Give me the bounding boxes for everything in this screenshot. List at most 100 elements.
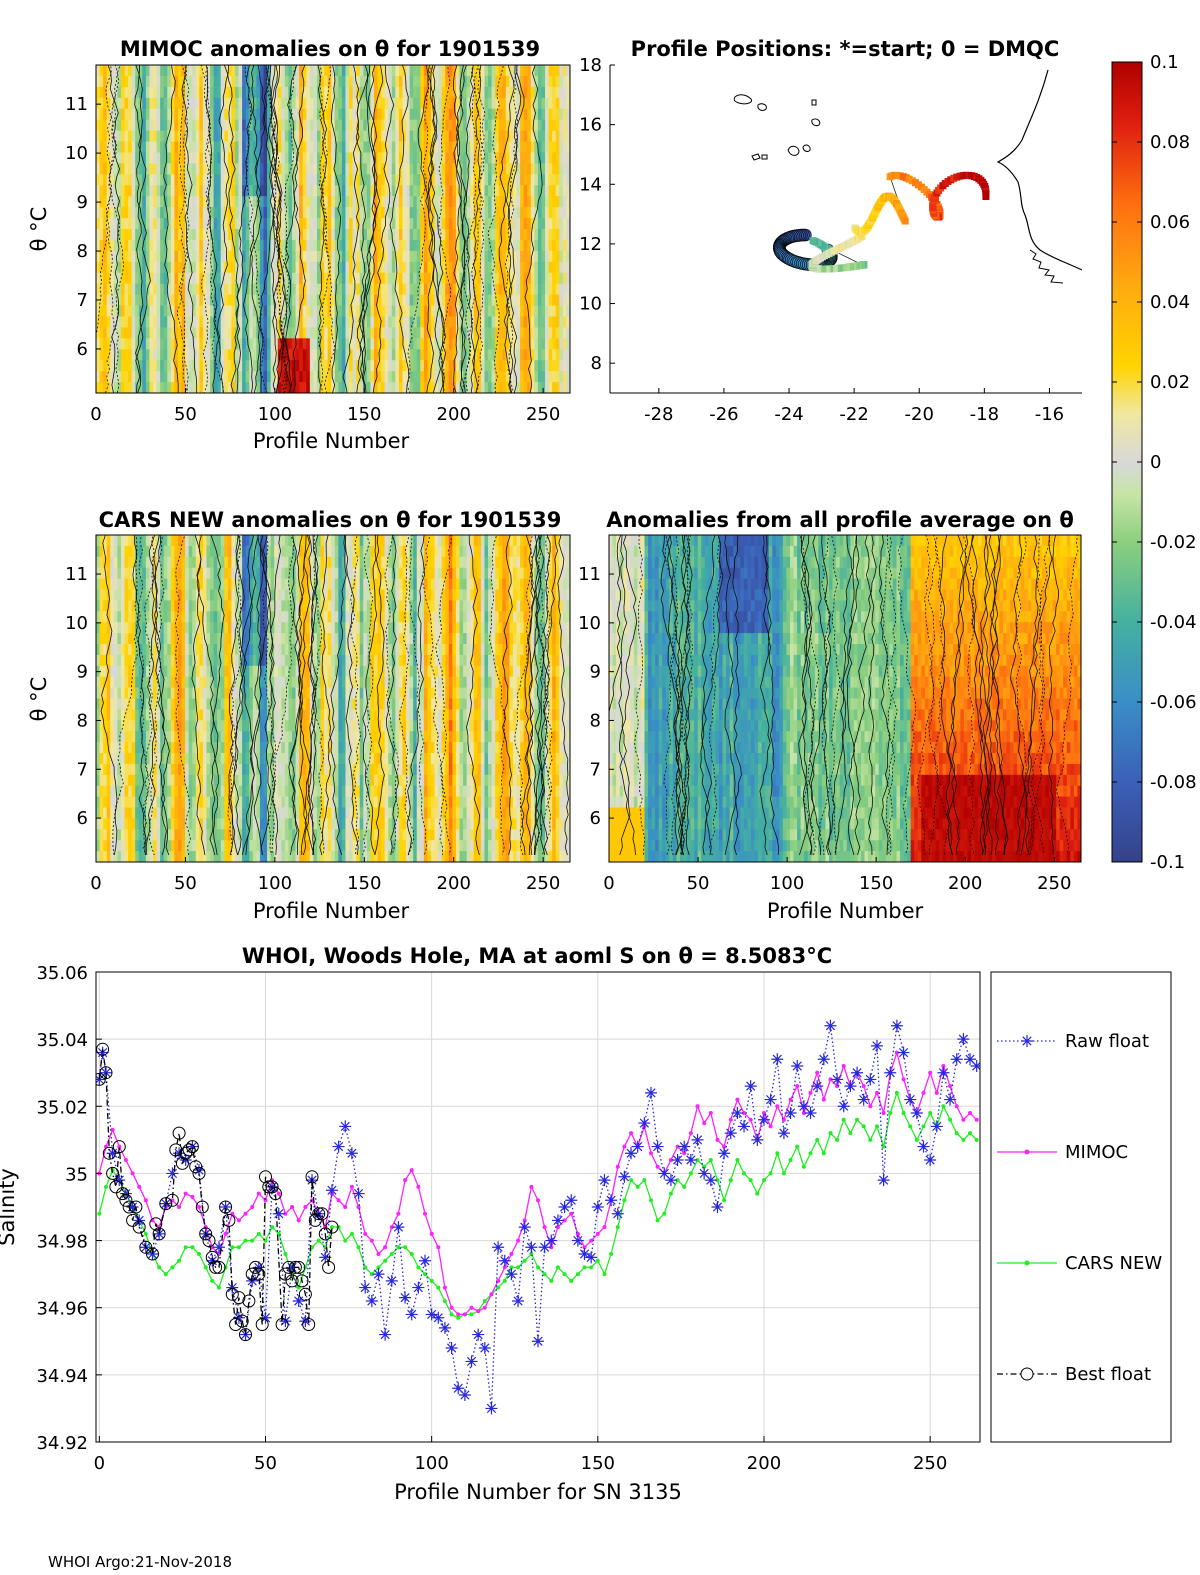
heatmap-cell bbox=[202, 349, 208, 361]
heatmap-cell bbox=[170, 65, 175, 77]
heatmap-cell bbox=[267, 86, 272, 99]
heatmap-cell bbox=[527, 239, 532, 252]
heatmap-cell bbox=[334, 75, 339, 88]
heatmap-cell bbox=[495, 327, 500, 339]
heatmap-cell bbox=[306, 108, 311, 121]
heatmap-cell bbox=[331, 218, 336, 230]
heatmap-cell bbox=[220, 75, 225, 88]
heatmap-cell bbox=[181, 229, 186, 241]
heatmap-cell bbox=[213, 152, 218, 164]
heatmap-cell bbox=[113, 97, 118, 110]
heatmap-cell bbox=[106, 382, 111, 393]
heatmap-cell bbox=[420, 141, 425, 154]
heatmap-cell bbox=[438, 207, 443, 219]
heatmap-cell bbox=[459, 97, 464, 110]
heatmap-cell bbox=[370, 86, 375, 99]
heatmap-cell bbox=[427, 229, 432, 241]
heatmap-cell bbox=[252, 86, 257, 99]
heatmap-cell bbox=[463, 316, 468, 328]
heatmap-cell bbox=[420, 382, 425, 393]
heatmap-cell bbox=[423, 360, 429, 372]
heatmap-cell bbox=[491, 119, 496, 132]
heatmap-cell bbox=[284, 185, 290, 197]
y-tick-label: 10 bbox=[65, 143, 88, 164]
heatmap-cell bbox=[227, 305, 233, 318]
heatmap-cell bbox=[566, 360, 570, 372]
heatmap-cell bbox=[324, 338, 329, 350]
heatmap-cell bbox=[512, 316, 518, 328]
heatmap-cell bbox=[259, 349, 265, 361]
heatmap-cell bbox=[113, 371, 118, 383]
heatmap-cell bbox=[202, 218, 208, 230]
heatmap-cell bbox=[512, 207, 518, 219]
heatmap-cell bbox=[331, 338, 336, 350]
heatmap-cell bbox=[288, 218, 293, 230]
heatmap-cell bbox=[138, 851, 143, 862]
heatmap-cell bbox=[459, 229, 464, 241]
heatmap-cell bbox=[480, 207, 486, 219]
heatmap-cell bbox=[498, 86, 503, 99]
heatmap-cell bbox=[388, 229, 393, 241]
heatmap-cell bbox=[530, 97, 535, 110]
heatmap-cell bbox=[370, 294, 375, 307]
heatmap-cell bbox=[523, 261, 528, 274]
heatmap-cell bbox=[267, 185, 272, 197]
heatmap-cell bbox=[131, 545, 136, 558]
heatmap-cell bbox=[277, 130, 282, 143]
heatmap-cell bbox=[530, 382, 535, 393]
heatmap-cell bbox=[388, 283, 393, 296]
heatmap-cell bbox=[345, 305, 350, 318]
heatmap-cell bbox=[106, 622, 111, 634]
heatmap-cell bbox=[120, 119, 126, 132]
heatmap-cell bbox=[217, 261, 222, 274]
heatmap-cell bbox=[249, 174, 254, 186]
heatmap-cell bbox=[402, 272, 407, 285]
heatmap-cell bbox=[316, 152, 322, 164]
heatmap-cell bbox=[131, 611, 136, 623]
heatmap-cell bbox=[512, 174, 518, 186]
heatmap-cell bbox=[160, 218, 165, 230]
heatmap-cell bbox=[349, 338, 354, 350]
heatmap-cell bbox=[234, 86, 240, 99]
heatmap-cell bbox=[441, 141, 446, 154]
heatmap-cell bbox=[537, 97, 543, 110]
heatmap-cell bbox=[448, 97, 453, 110]
heatmap-cell bbox=[477, 349, 482, 361]
heatmap-cell bbox=[488, 261, 493, 274]
heatmap-cell bbox=[249, 261, 254, 274]
heatmap-cell bbox=[359, 75, 364, 88]
contour-line bbox=[212, 65, 231, 393]
heatmap-cell bbox=[562, 338, 568, 350]
heatmap-cell bbox=[338, 152, 343, 164]
heatmap-cell bbox=[195, 382, 200, 393]
heatmap-cell bbox=[505, 316, 511, 328]
heatmap-cell bbox=[131, 687, 136, 700]
heatmap-cell bbox=[160, 316, 165, 328]
heatmap-cell bbox=[527, 86, 532, 99]
heatmap-cell bbox=[113, 731, 118, 743]
heatmap-cell bbox=[124, 600, 129, 612]
heatmap-cell bbox=[96, 250, 101, 263]
heatmap-cell bbox=[555, 305, 560, 318]
heatmap-cell bbox=[552, 382, 557, 393]
heatmap-cell bbox=[96, 676, 101, 689]
heatmap-cell bbox=[541, 130, 546, 143]
heatmap-cell bbox=[398, 382, 404, 393]
heatmap-cell bbox=[498, 294, 503, 307]
heatmap-cell bbox=[356, 196, 361, 208]
heatmap-cell bbox=[516, 360, 521, 372]
heatmap-cell bbox=[227, 371, 233, 383]
heatmap-cell bbox=[352, 130, 357, 143]
heatmap-cell bbox=[373, 229, 379, 241]
heatmap-cell bbox=[188, 294, 193, 307]
heatmap-cell bbox=[156, 644, 161, 656]
heatmap-cell bbox=[220, 229, 225, 241]
heatmap-cell bbox=[345, 185, 350, 197]
heatmap-cell bbox=[381, 163, 386, 175]
heatmap-cell bbox=[210, 108, 215, 121]
heatmap-cell bbox=[527, 305, 532, 318]
heatmap-cell bbox=[445, 294, 450, 307]
heatmap-cell bbox=[534, 196, 539, 208]
heatmap-cell bbox=[391, 261, 396, 274]
heatmap-cell bbox=[555, 207, 560, 219]
